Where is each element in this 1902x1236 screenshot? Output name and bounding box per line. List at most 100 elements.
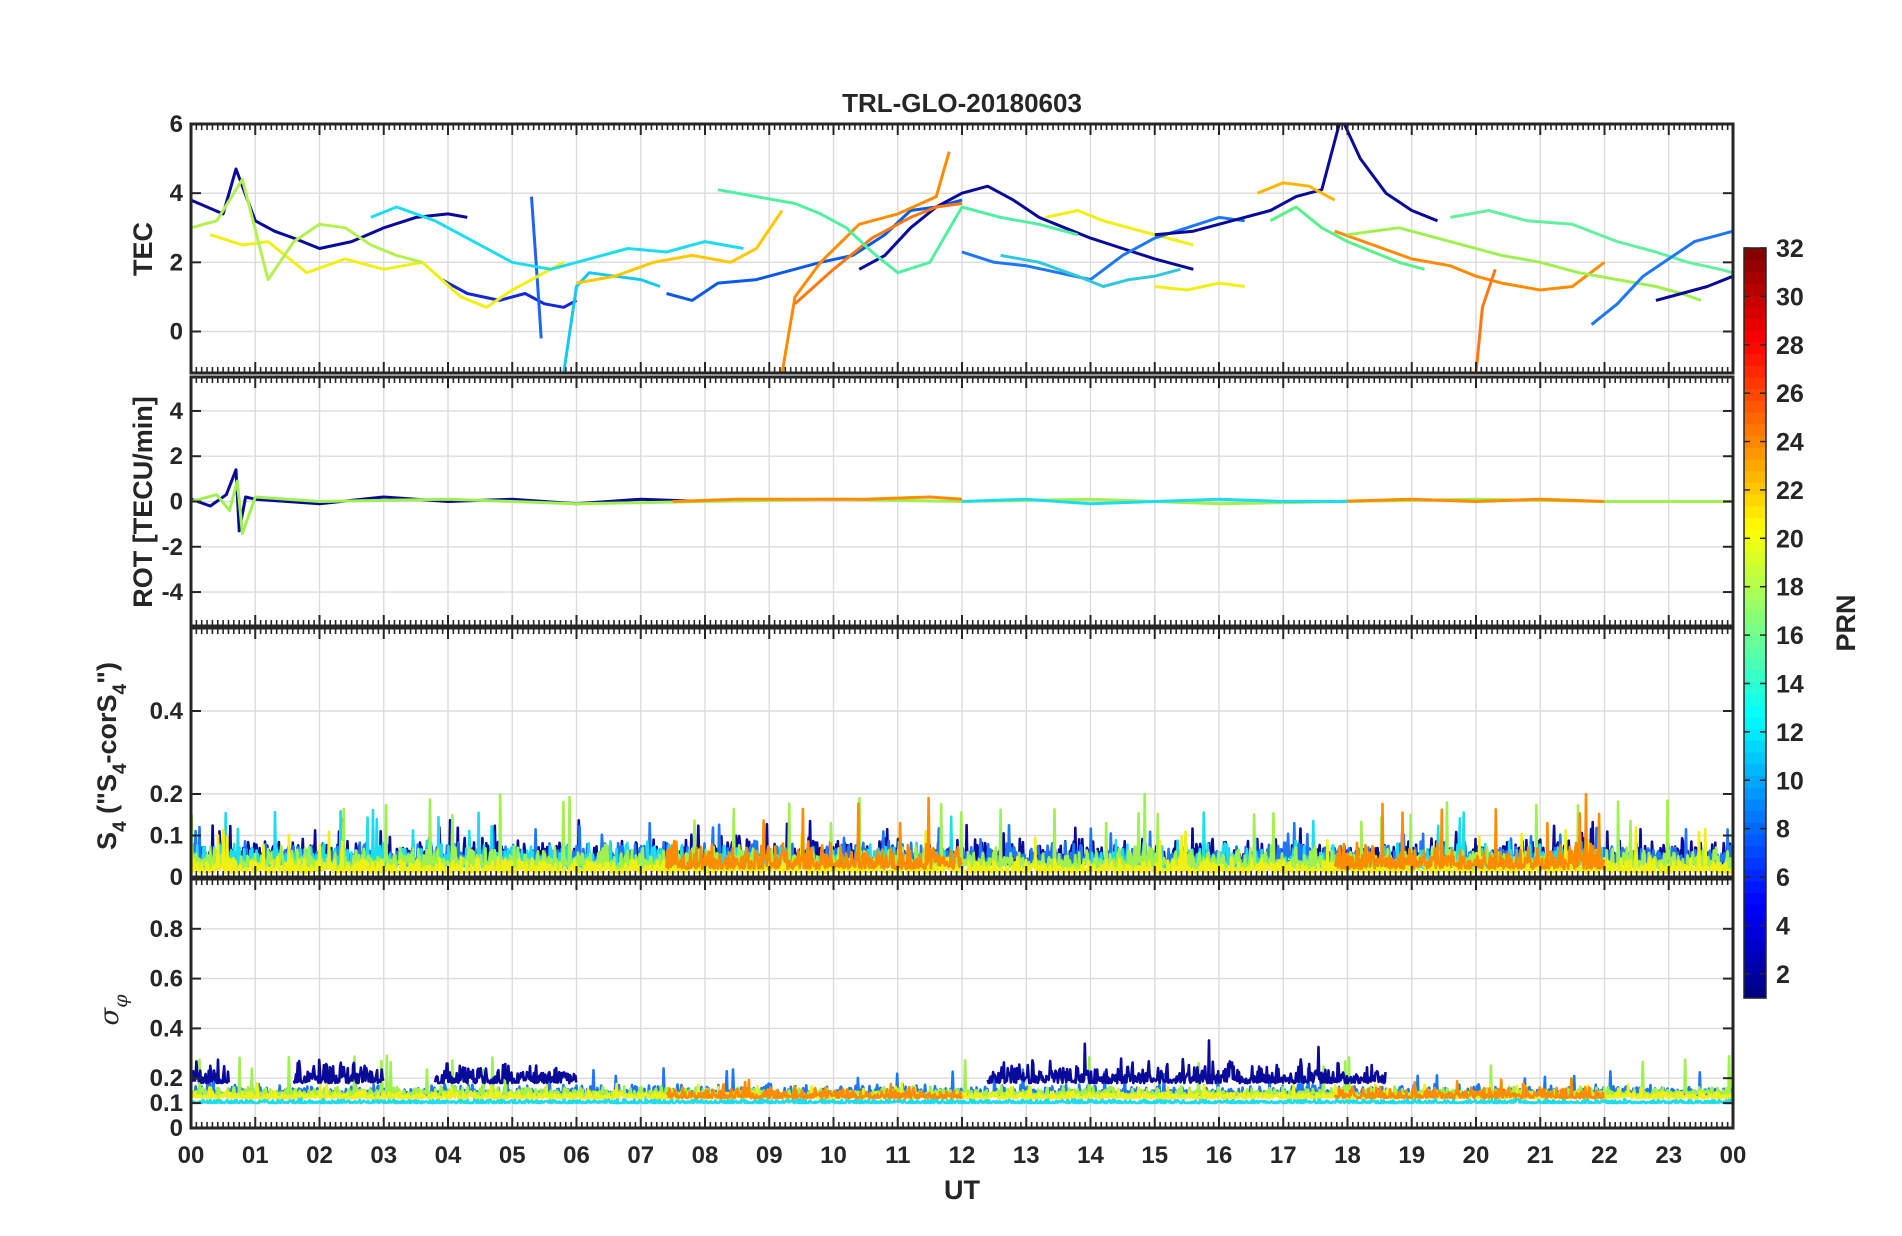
x-tick-label: 00 xyxy=(1720,1142,1747,1169)
s4-label-part: ") xyxy=(92,662,122,684)
x-tick-label: 10 xyxy=(820,1142,847,1169)
colorbar-swatch xyxy=(1744,880,1766,894)
colorbar-swatch xyxy=(1744,658,1766,671)
colorbar-swatch xyxy=(1744,341,1766,355)
panel-tec-lines xyxy=(191,124,1733,373)
y-tick-label: 0.6 xyxy=(150,966,183,993)
colorbar-swatch xyxy=(1744,775,1766,788)
colorbar-swatch xyxy=(1744,681,1766,694)
colorbar-swatch xyxy=(1744,634,1766,648)
series-trace xyxy=(986,1039,1387,1085)
colorbar-tick-label: 4 xyxy=(1776,912,1790,940)
s4-label-sub: 4 xyxy=(110,821,131,832)
x-tick-label: 09 xyxy=(756,1142,783,1169)
colorbar-swatch xyxy=(1744,623,1766,636)
x-axis-label: UT xyxy=(944,1175,980,1205)
colorbar-swatch xyxy=(1744,705,1766,718)
colorbar-frame xyxy=(1743,247,1767,999)
colorbar-label: PRN xyxy=(1831,594,1861,651)
y-tick-label: 2 xyxy=(170,443,183,470)
colorbar-swatch xyxy=(1744,974,1766,987)
colorbar-tick-label: 8 xyxy=(1776,816,1790,844)
panel-s4-yticks: 0 0.1 0.2 0.4 xyxy=(150,698,1733,891)
series-line xyxy=(1450,209,1733,275)
colorbar-tick-label: 28 xyxy=(1776,332,1804,360)
panel-rot-lines xyxy=(191,468,1733,535)
x-tick-label: 16 xyxy=(1206,1142,1233,1169)
colorbar-swatch xyxy=(1744,400,1766,413)
y-tick-label: 4 xyxy=(170,398,184,425)
colorbar-swatch xyxy=(1744,962,1766,976)
series-line xyxy=(961,497,1348,506)
series-line xyxy=(576,209,784,285)
series-line xyxy=(562,271,661,373)
colorbar-swatch xyxy=(1744,330,1766,343)
y-tick-label: 0.1 xyxy=(150,1090,183,1117)
colorbar-tick-label: 22 xyxy=(1776,477,1804,505)
colorbar-swatch xyxy=(1744,751,1766,765)
colorbar-swatch xyxy=(1744,915,1766,929)
x-tick-labels: 00 01 02 03 04 05 06 07 08 09 10 11 12 13 14 15 16 17 18 19… xyxy=(178,1142,1747,1169)
y-tick-label: 0.4 xyxy=(150,698,184,725)
panel-tec-frame xyxy=(189,122,1735,375)
series-trace xyxy=(665,1078,963,1100)
colorbar-tick-label: 2 xyxy=(1776,961,1790,989)
series-line xyxy=(1256,181,1336,202)
x-tick-label: 23 xyxy=(1655,1142,1682,1169)
x-tick-label: 18 xyxy=(1334,1142,1361,1169)
colorbar-swatch xyxy=(1744,423,1766,437)
x-tick-label: 22 xyxy=(1591,1142,1618,1169)
panel-s4-ylabel: S4 ("S4-corS4") xyxy=(92,662,131,850)
colorbar-tick-label: 24 xyxy=(1776,429,1804,457)
colorbar-swatch xyxy=(1744,669,1766,683)
colorbar-swatch xyxy=(1744,857,1766,870)
y-tick-label: 0 xyxy=(170,319,183,346)
sigma-label-sub: φ xyxy=(110,994,132,1008)
series-line xyxy=(1474,268,1497,373)
colorbar-swatch xyxy=(1744,810,1766,823)
y-tick-label: 0.2 xyxy=(150,1065,183,1092)
colorbar-tick-label: 10 xyxy=(1776,767,1804,795)
colorbar-tick-label: 30 xyxy=(1776,283,1804,311)
panel-sigma-yticks: 00.10.2 0.4 0.6 0.8 xyxy=(150,916,1733,1142)
panel-rot-yticks: -4 -2 0 2 4 xyxy=(162,398,1733,606)
series-trace xyxy=(292,1058,385,1085)
colorbar-swatch xyxy=(1744,294,1766,308)
colorbar-tick-label: 26 xyxy=(1776,380,1804,408)
colorbar-swatch xyxy=(1744,693,1766,706)
colorbar-swatch xyxy=(1744,611,1766,624)
colorbar-swatch xyxy=(1744,353,1766,366)
series-line xyxy=(1154,281,1245,292)
colorbar-swatch xyxy=(1744,599,1766,612)
series-group xyxy=(191,468,1733,535)
series-line xyxy=(370,205,744,271)
y-tick-label: 4 xyxy=(170,180,184,207)
series-trace xyxy=(191,1094,1733,1105)
y-tick-label: 0.1 xyxy=(150,823,183,850)
x-tick-label: 17 xyxy=(1270,1142,1297,1169)
series-line xyxy=(1154,124,1439,237)
colorbar-swatch xyxy=(1744,376,1766,390)
colorbar-swatch xyxy=(1744,412,1766,425)
panel-tec: 0 2 4 6 TEC xyxy=(128,111,1735,375)
x-tick-label: 19 xyxy=(1398,1142,1425,1169)
sigma-label-symbol: σ xyxy=(95,1007,125,1026)
colorbar-tick-label: 32 xyxy=(1776,235,1804,263)
series-trace xyxy=(1333,792,1605,871)
colorbar-swatch xyxy=(1744,833,1766,847)
x-tick-label: 21 xyxy=(1527,1142,1554,1169)
x-tick-label: 03 xyxy=(370,1142,397,1169)
series-group xyxy=(191,1039,1733,1105)
colorbar-swatch xyxy=(1744,458,1766,472)
colorbar-swatch xyxy=(1744,587,1766,601)
series-line xyxy=(440,278,578,309)
series-trace xyxy=(433,1062,578,1085)
colorbar-swatch xyxy=(1744,435,1766,448)
panel-tec-ylabel: TEC xyxy=(128,222,158,276)
x-tick-label: 07 xyxy=(627,1142,654,1169)
panel-rot-ylabel: ROT [TECU/min] xyxy=(128,396,158,607)
colorbar-swatch xyxy=(1744,494,1766,507)
x-tick-label: 08 xyxy=(692,1142,719,1169)
